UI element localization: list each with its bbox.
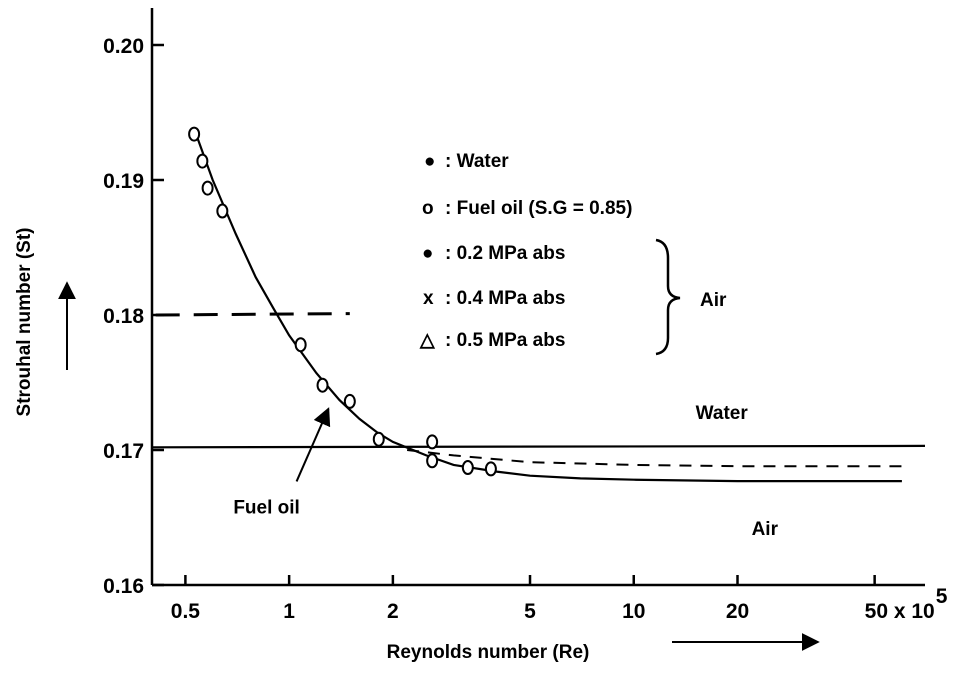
y-tick-label: 0.16: [103, 575, 144, 598]
y-tick-label: 0.17: [103, 440, 144, 463]
x-ticks: 0.5 1 2 5 10 20 50 x 105: [171, 575, 948, 623]
legend-label-04mpa: : 0.4 MPa abs: [445, 288, 565, 309]
data-point: [343, 393, 356, 409]
data-point: [294, 337, 307, 353]
data-point: [426, 453, 439, 469]
x-tick-label: 2: [387, 600, 399, 623]
legend-brace-icon: [655, 238, 681, 356]
series-line-reference-2: [155, 312, 350, 317]
y-tick-label: 0.18: [103, 305, 144, 328]
legend-entry-water: ● : Water: [424, 151, 509, 172]
legend-label-02mpa: : 0.2 MPa abs: [445, 243, 565, 264]
legend-label-water: : Water: [445, 151, 509, 172]
x-axis-title: Reynolds number (Re): [387, 642, 590, 663]
series-line-water: [151, 444, 926, 449]
legend-group-label-air: Air: [700, 290, 727, 311]
data-point: [484, 461, 497, 477]
x-tick-exponent: 5: [936, 585, 948, 608]
legend-label-05mpa: : 0.5 MPa abs: [445, 330, 565, 351]
axes: [150, 8, 925, 587]
x-tick-label: 1: [283, 600, 295, 623]
legend-marker-02mpa: ●: [422, 243, 433, 264]
y-ticks: 0.16 0.17 0.18 0.19 0.20: [103, 35, 164, 598]
annotation-air: Air: [752, 519, 779, 540]
legend-label-fuel-oil: : Fuel oil (S.G = 0.85): [445, 198, 632, 219]
legend-marker-water: ●: [424, 151, 435, 172]
data-point: [426, 434, 439, 450]
legend: ● : Water o : Fuel oil (S.G = 0.85) ● : …: [419, 151, 727, 356]
data-point: [316, 377, 329, 393]
legend-marker-fuel-oil: o: [422, 198, 434, 219]
x-tick-label: 10: [622, 600, 645, 623]
y-tick-label: 0.19: [103, 170, 144, 193]
x-tick-label: 20: [726, 600, 749, 623]
x-tick-label: 5: [524, 600, 536, 623]
legend-entry-05mpa: △ : 0.5 MPa abs: [419, 330, 565, 351]
fuel-oil-arrow: [295, 407, 331, 482]
x-tick-label: 0.5: [171, 600, 201, 623]
annotations: Water Air Fuel oil: [233, 403, 778, 540]
data-points: [188, 126, 497, 477]
data-point: [201, 180, 214, 196]
series-line-air: [406, 449, 902, 468]
legend-marker-05mpa: △: [419, 330, 436, 351]
data-point: [188, 126, 201, 142]
data-point: [216, 203, 229, 219]
annotation-water: Water: [696, 403, 749, 424]
data-point: [196, 153, 209, 169]
y-axis-title: Strouhal number (St): [14, 228, 35, 417]
data-point: [461, 460, 474, 476]
y-tick-label: 0.20: [103, 35, 144, 58]
data-point: [372, 431, 385, 447]
legend-marker-04mpa: x: [423, 288, 434, 309]
legend-entry-02mpa: ● : 0.2 MPa abs: [422, 243, 565, 264]
annotation-fuel-oil: Fuel oil: [233, 497, 300, 518]
x-tick-label: 50 x 10: [865, 600, 935, 623]
legend-entry-fuel-oil: o : Fuel oil (S.G = 0.85): [422, 198, 632, 219]
legend-entry-04mpa: x : 0.4 MPa abs: [423, 288, 565, 309]
